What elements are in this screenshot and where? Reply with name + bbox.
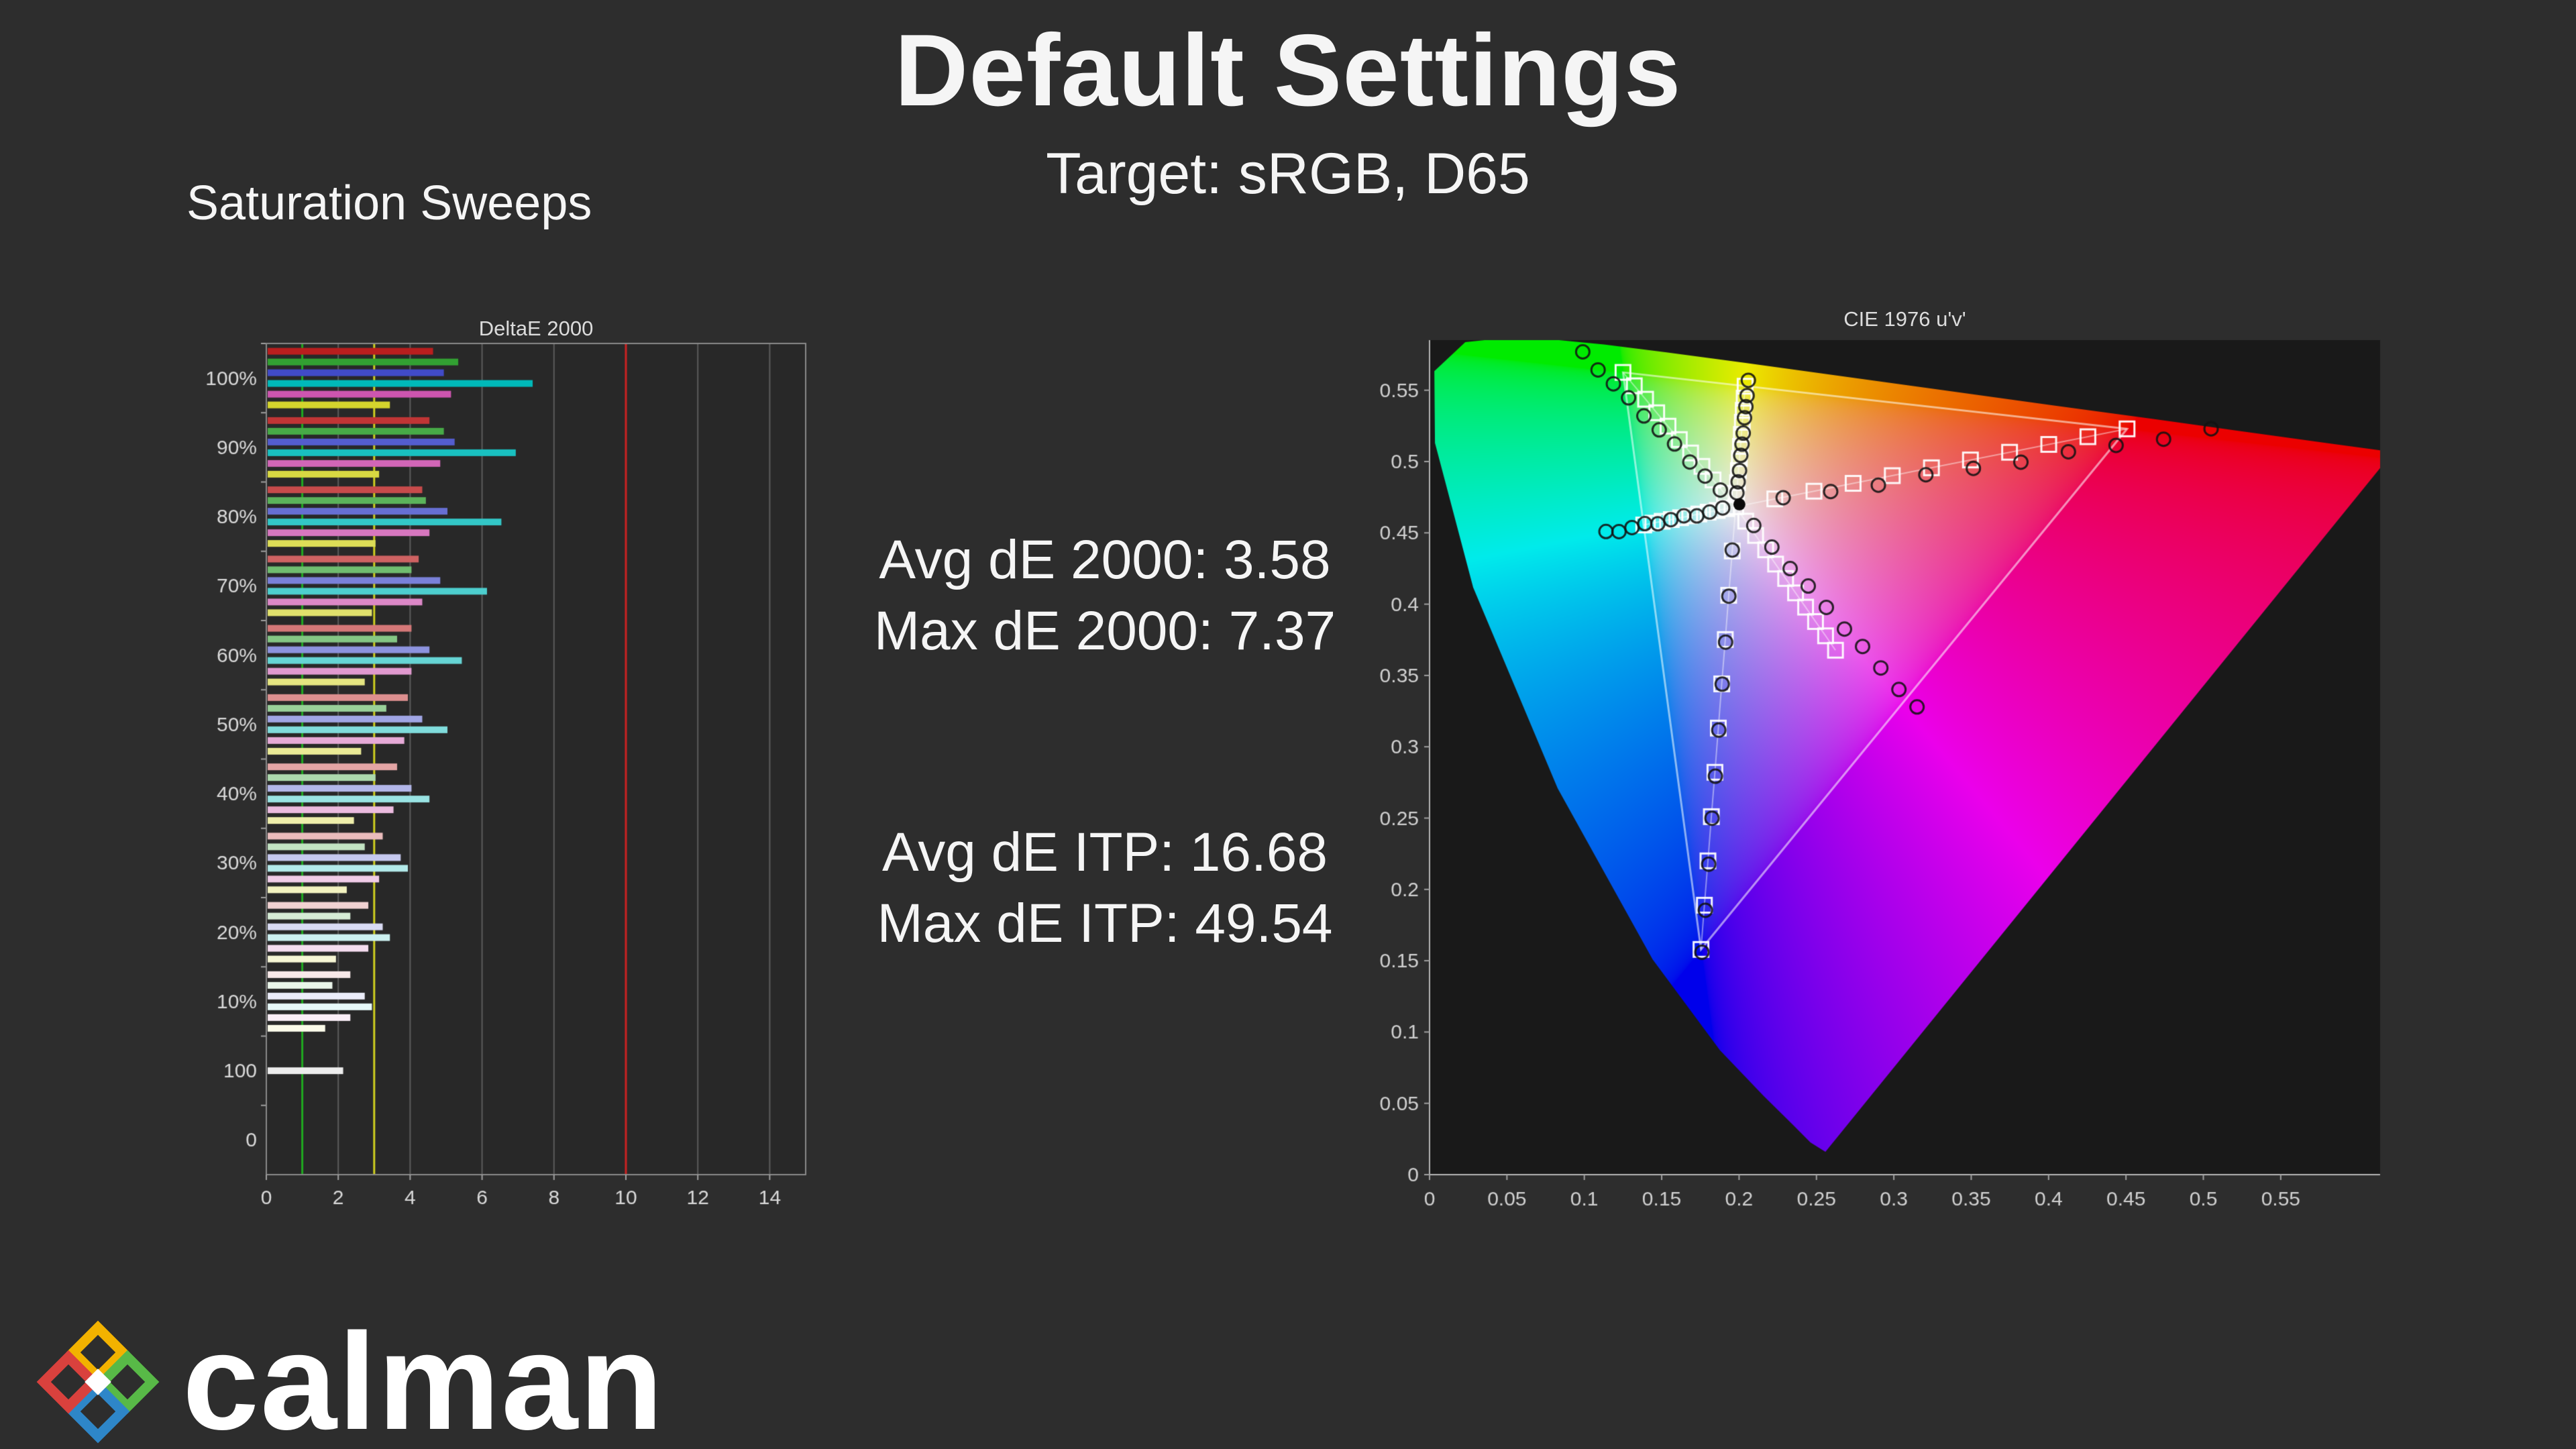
avg-deitp-value: Avg dE ITP: 16.68 [881, 822, 1328, 883]
page-subtitle: Target: sRGB, D65 [1046, 142, 1530, 206]
calman-logo-icon [36, 1320, 160, 1444]
calman-logo: calman [36, 1303, 665, 1449]
avg-de2000-value: Avg dE 2000: 3.58 [879, 529, 1331, 590]
section-title-saturation-sweeps: Saturation Sweeps [186, 176, 592, 230]
page-title: Default Settings [894, 13, 1682, 127]
max-deitp-value: Max dE ITP: 49.54 [877, 893, 1333, 954]
calman-logo-text: calman [182, 1305, 665, 1449]
deitp-stats: Avg dE ITP: 16.68 Max dE ITP: 49.54 [818, 817, 1391, 959]
cie-1976-diagram [1328, 309, 2442, 1248]
saturation-sweep-chart [168, 315, 845, 1214]
max-de2000-value: Max dE 2000: 7.37 [873, 600, 1336, 661]
de2000-stats: Avg dE 2000: 3.58 Max dE 2000: 7.37 [818, 525, 1391, 667]
